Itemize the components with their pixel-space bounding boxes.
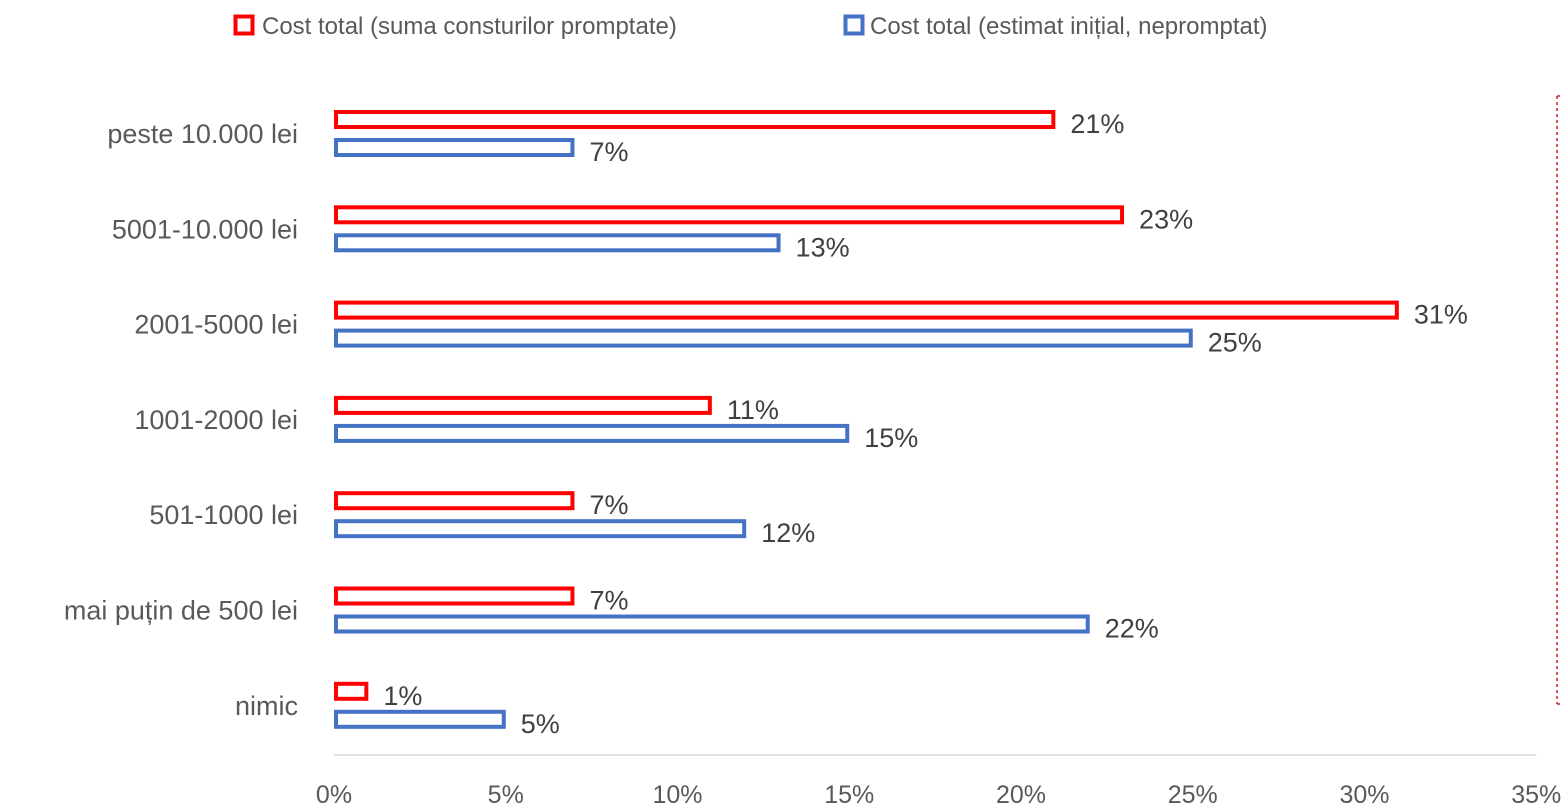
bar-series-2 xyxy=(334,709,506,729)
x-tick-label: 30% xyxy=(1339,781,1389,809)
data-label: 7% xyxy=(589,137,628,167)
x-tick-label: 10% xyxy=(652,781,702,809)
x-tick-label: 5% xyxy=(488,781,524,809)
bar-series-1 xyxy=(334,300,1399,320)
category-label: peste 10.000 lei xyxy=(107,119,298,149)
category-label: nimic xyxy=(235,691,298,721)
bar-series-1 xyxy=(334,395,712,415)
x-tick-label: 15% xyxy=(824,781,874,809)
bar-series-1 xyxy=(334,681,369,701)
bar-series-1 xyxy=(334,491,575,511)
legend-label-series-2: Cost total (estimat inițial, nepromptat) xyxy=(870,13,1268,40)
legend-swatch-series-2 xyxy=(843,14,865,36)
bar-series-2 xyxy=(334,614,1090,634)
data-label: 15% xyxy=(864,423,918,453)
data-label: 23% xyxy=(1139,204,1193,234)
data-label: 11% xyxy=(727,395,779,425)
x-tick-label: 20% xyxy=(996,781,1046,809)
legend-swatch-series-1 xyxy=(233,14,255,36)
bar-series-2 xyxy=(334,138,575,157)
data-label: 25% xyxy=(1208,328,1262,358)
data-label: 1% xyxy=(383,681,422,711)
bar-series-2 xyxy=(334,328,1193,348)
category-label: 1001-2000 lei xyxy=(134,405,298,435)
legend-label-series-1: Cost total (suma consturilor promptate) xyxy=(262,13,677,40)
data-label: 7% xyxy=(589,586,628,616)
x-tick-label: 25% xyxy=(1168,781,1218,809)
category-label: 2001-5000 lei xyxy=(134,310,298,340)
data-label: 22% xyxy=(1105,614,1159,644)
bar-series-2 xyxy=(334,519,747,539)
bar-series-2 xyxy=(334,423,850,443)
category-label: 5001-10.000 lei xyxy=(112,214,298,244)
legend: Cost total (suma consturilor promptate) … xyxy=(233,13,1268,40)
data-label: 12% xyxy=(761,518,815,548)
data-label: 7% xyxy=(589,490,628,520)
data-label: 13% xyxy=(796,232,850,262)
bar-series-1 xyxy=(334,205,1125,225)
bar-series-1 xyxy=(334,586,575,606)
x-tick-label: 0% xyxy=(316,781,352,809)
data-label: 5% xyxy=(521,709,560,739)
x-tick-label: 35% xyxy=(1511,781,1561,809)
bar-series-2 xyxy=(334,233,781,253)
data-label: 31% xyxy=(1414,300,1468,330)
plot-area: 0% 5% 10% 15% 20% 25% 30% 35% peste 10.000 lei 21… xyxy=(64,109,1561,809)
category-label: 501-1000 lei xyxy=(149,500,298,530)
category-label: mai puțin de 500 lei xyxy=(64,596,298,626)
bar-series-1 xyxy=(334,110,1056,129)
data-label: 21% xyxy=(1070,109,1124,139)
